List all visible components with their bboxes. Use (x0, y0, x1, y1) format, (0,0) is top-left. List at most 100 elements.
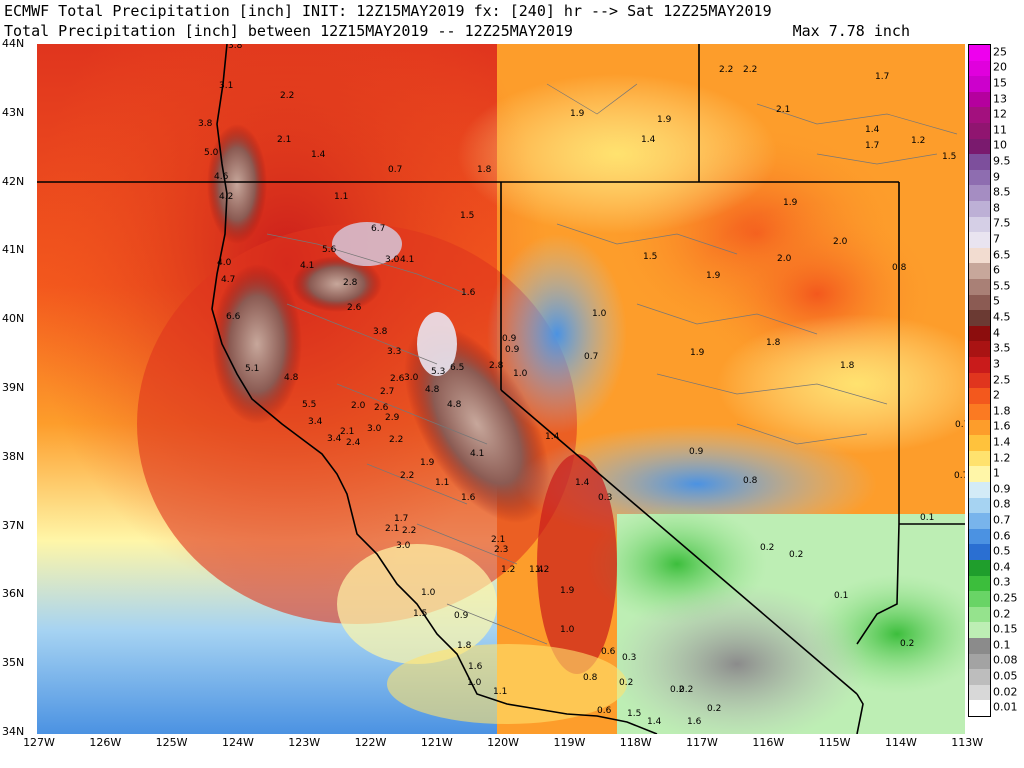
precip-value-label: 1.4 (641, 135, 656, 145)
legend-swatch (969, 622, 990, 639)
legend-swatch (969, 107, 990, 124)
pacific-coastline (211, 44, 658, 734)
lon-tick-label: 124W (221, 736, 254, 749)
county-lines (266, 83, 958, 645)
legend-label: 7.5 (993, 216, 1011, 230)
legend-label: 5 (993, 294, 1000, 308)
precip-value-label: 0.6 (601, 647, 616, 657)
precip-value-label: 1.0 (513, 369, 528, 379)
precip-value-label: 0.2 (760, 543, 774, 553)
precip-value-label: 2.9 (385, 413, 400, 423)
precip-value-label: 3.4 (327, 434, 342, 444)
legend-label: 1.8 (993, 404, 1011, 418)
legend-label: 6 (993, 263, 1000, 277)
precip-value-label: 3.0 (404, 373, 419, 383)
precip-value-label: 2.8 (343, 278, 358, 288)
legend-swatch (969, 45, 990, 62)
lat-tick-label: 34N (2, 725, 25, 738)
precip-value-label: 0.2 (900, 639, 914, 649)
legend-label: 12 (993, 107, 1007, 121)
legend-label: 5.5 (993, 279, 1011, 293)
precip-value-label: 0.7 (954, 471, 965, 481)
legend-swatch (969, 435, 990, 452)
legend-label: 0.7 (993, 513, 1011, 527)
legend-label: 0.4 (993, 560, 1011, 574)
precip-value-label: 0.8 (743, 476, 758, 486)
legend-label: 2.5 (993, 373, 1011, 386)
precip-value-label: 6.7 (371, 224, 385, 234)
precip-value-label: 0.2 (619, 678, 633, 688)
precip-value-label: 3.4 (308, 417, 323, 427)
precip-value-label: 1.9 (690, 348, 705, 358)
legend-swatch (969, 700, 990, 717)
precip-value-label: 0.2 (679, 685, 693, 695)
precip-value-label: 2.6 (347, 303, 362, 313)
precip-value-label: 1.1 (334, 192, 348, 202)
legend-label: 0.02 (993, 685, 1018, 699)
border-ca-az (856, 693, 864, 734)
legend-label: 0.3 (993, 575, 1011, 589)
legend-swatch (969, 341, 990, 358)
precip-value-label: 3.0 (396, 541, 411, 551)
lon-tick-label: 115W (818, 736, 851, 749)
precip-value-label: 6.6 (226, 312, 241, 322)
precip-value-label: 4.6 (214, 172, 229, 182)
precip-value-label: 1.6 (461, 493, 476, 503)
socal-field (387, 644, 627, 724)
precip-value-label: 1.4 (575, 478, 590, 488)
legend-swatch (969, 91, 990, 108)
precip-value-label: 2.1 (385, 524, 399, 534)
precip-value-label: 2.6 (390, 374, 405, 384)
legend-swatch (969, 60, 990, 77)
precip-value-label: 3.1 (219, 81, 233, 91)
precip-value-label: 1.7 (875, 72, 889, 82)
shasta-peak (332, 222, 402, 266)
legend-swatch (969, 372, 990, 389)
southern-sierra-field (537, 454, 617, 674)
legend-label: 1 (993, 466, 1000, 480)
legend-label: 6.5 (993, 248, 1011, 262)
legend-label: 9.5 (993, 154, 1011, 168)
precipitation-map: 3.8 3.1 2.2 3.8 2.1 1.4 5.0 4.6 0.7 1.8 4.2 1.1 1.5 6… (37, 44, 965, 734)
lon-tick-label: 116W (752, 736, 785, 749)
precip-value-label: 4.1 (400, 255, 414, 265)
precip-value-label: 2.2 (389, 435, 403, 445)
legend-label: 3 (993, 357, 1000, 371)
precip-value-label: 4.1 (470, 449, 484, 459)
lat-tick-label: 43N (2, 105, 25, 119)
legend-label: 1.2 (993, 451, 1011, 465)
precip-value-label: 3.8 (228, 44, 243, 51)
precip-value-label: 4.2 (219, 192, 233, 202)
legend-label: 0.6 (993, 529, 1011, 543)
legend-swatch (969, 669, 990, 686)
shasta-core (292, 256, 382, 312)
precip-value-label: 4.0 (217, 258, 232, 268)
precip-value-label: 0.8 (583, 673, 598, 683)
legend-label: 9 (993, 170, 1000, 184)
legend-swatch (969, 513, 990, 530)
precip-value-label: 3.3 (387, 347, 401, 357)
lon-tick-label: 119W (553, 736, 586, 749)
lon-tick-label: 118W (619, 736, 652, 749)
idaho-field (457, 74, 777, 234)
precip-value-label: 1.9 (560, 586, 575, 596)
precip-value-label: 2.0 (351, 401, 366, 411)
precip-value-label: 0.2 (789, 550, 803, 560)
lon-tick-label: 122W (354, 736, 387, 749)
border-ca-nv-diagonal (500, 389, 858, 695)
precip-value-label: 1.9 (706, 271, 721, 281)
legend-swatch (969, 216, 990, 233)
lon-tick-label: 127W (23, 736, 55, 749)
legend-swatch (969, 357, 990, 374)
precip-value-label: 0.7 (388, 165, 402, 175)
precip-value-label: 1.7 (394, 514, 408, 524)
legend-label: 0.9 (993, 482, 1011, 496)
lat-tick-label: 41N (2, 243, 25, 257)
legend-swatch (969, 653, 990, 670)
precip-value-label: 5.6 (322, 245, 337, 255)
border-nv-az (856, 523, 900, 645)
lon-tick-label: 125W (155, 736, 188, 749)
precip-value-label: 5.5 (302, 400, 316, 410)
precip-value-label: 2.7 (380, 387, 394, 397)
precip-value-label: 1.5 (942, 152, 956, 162)
